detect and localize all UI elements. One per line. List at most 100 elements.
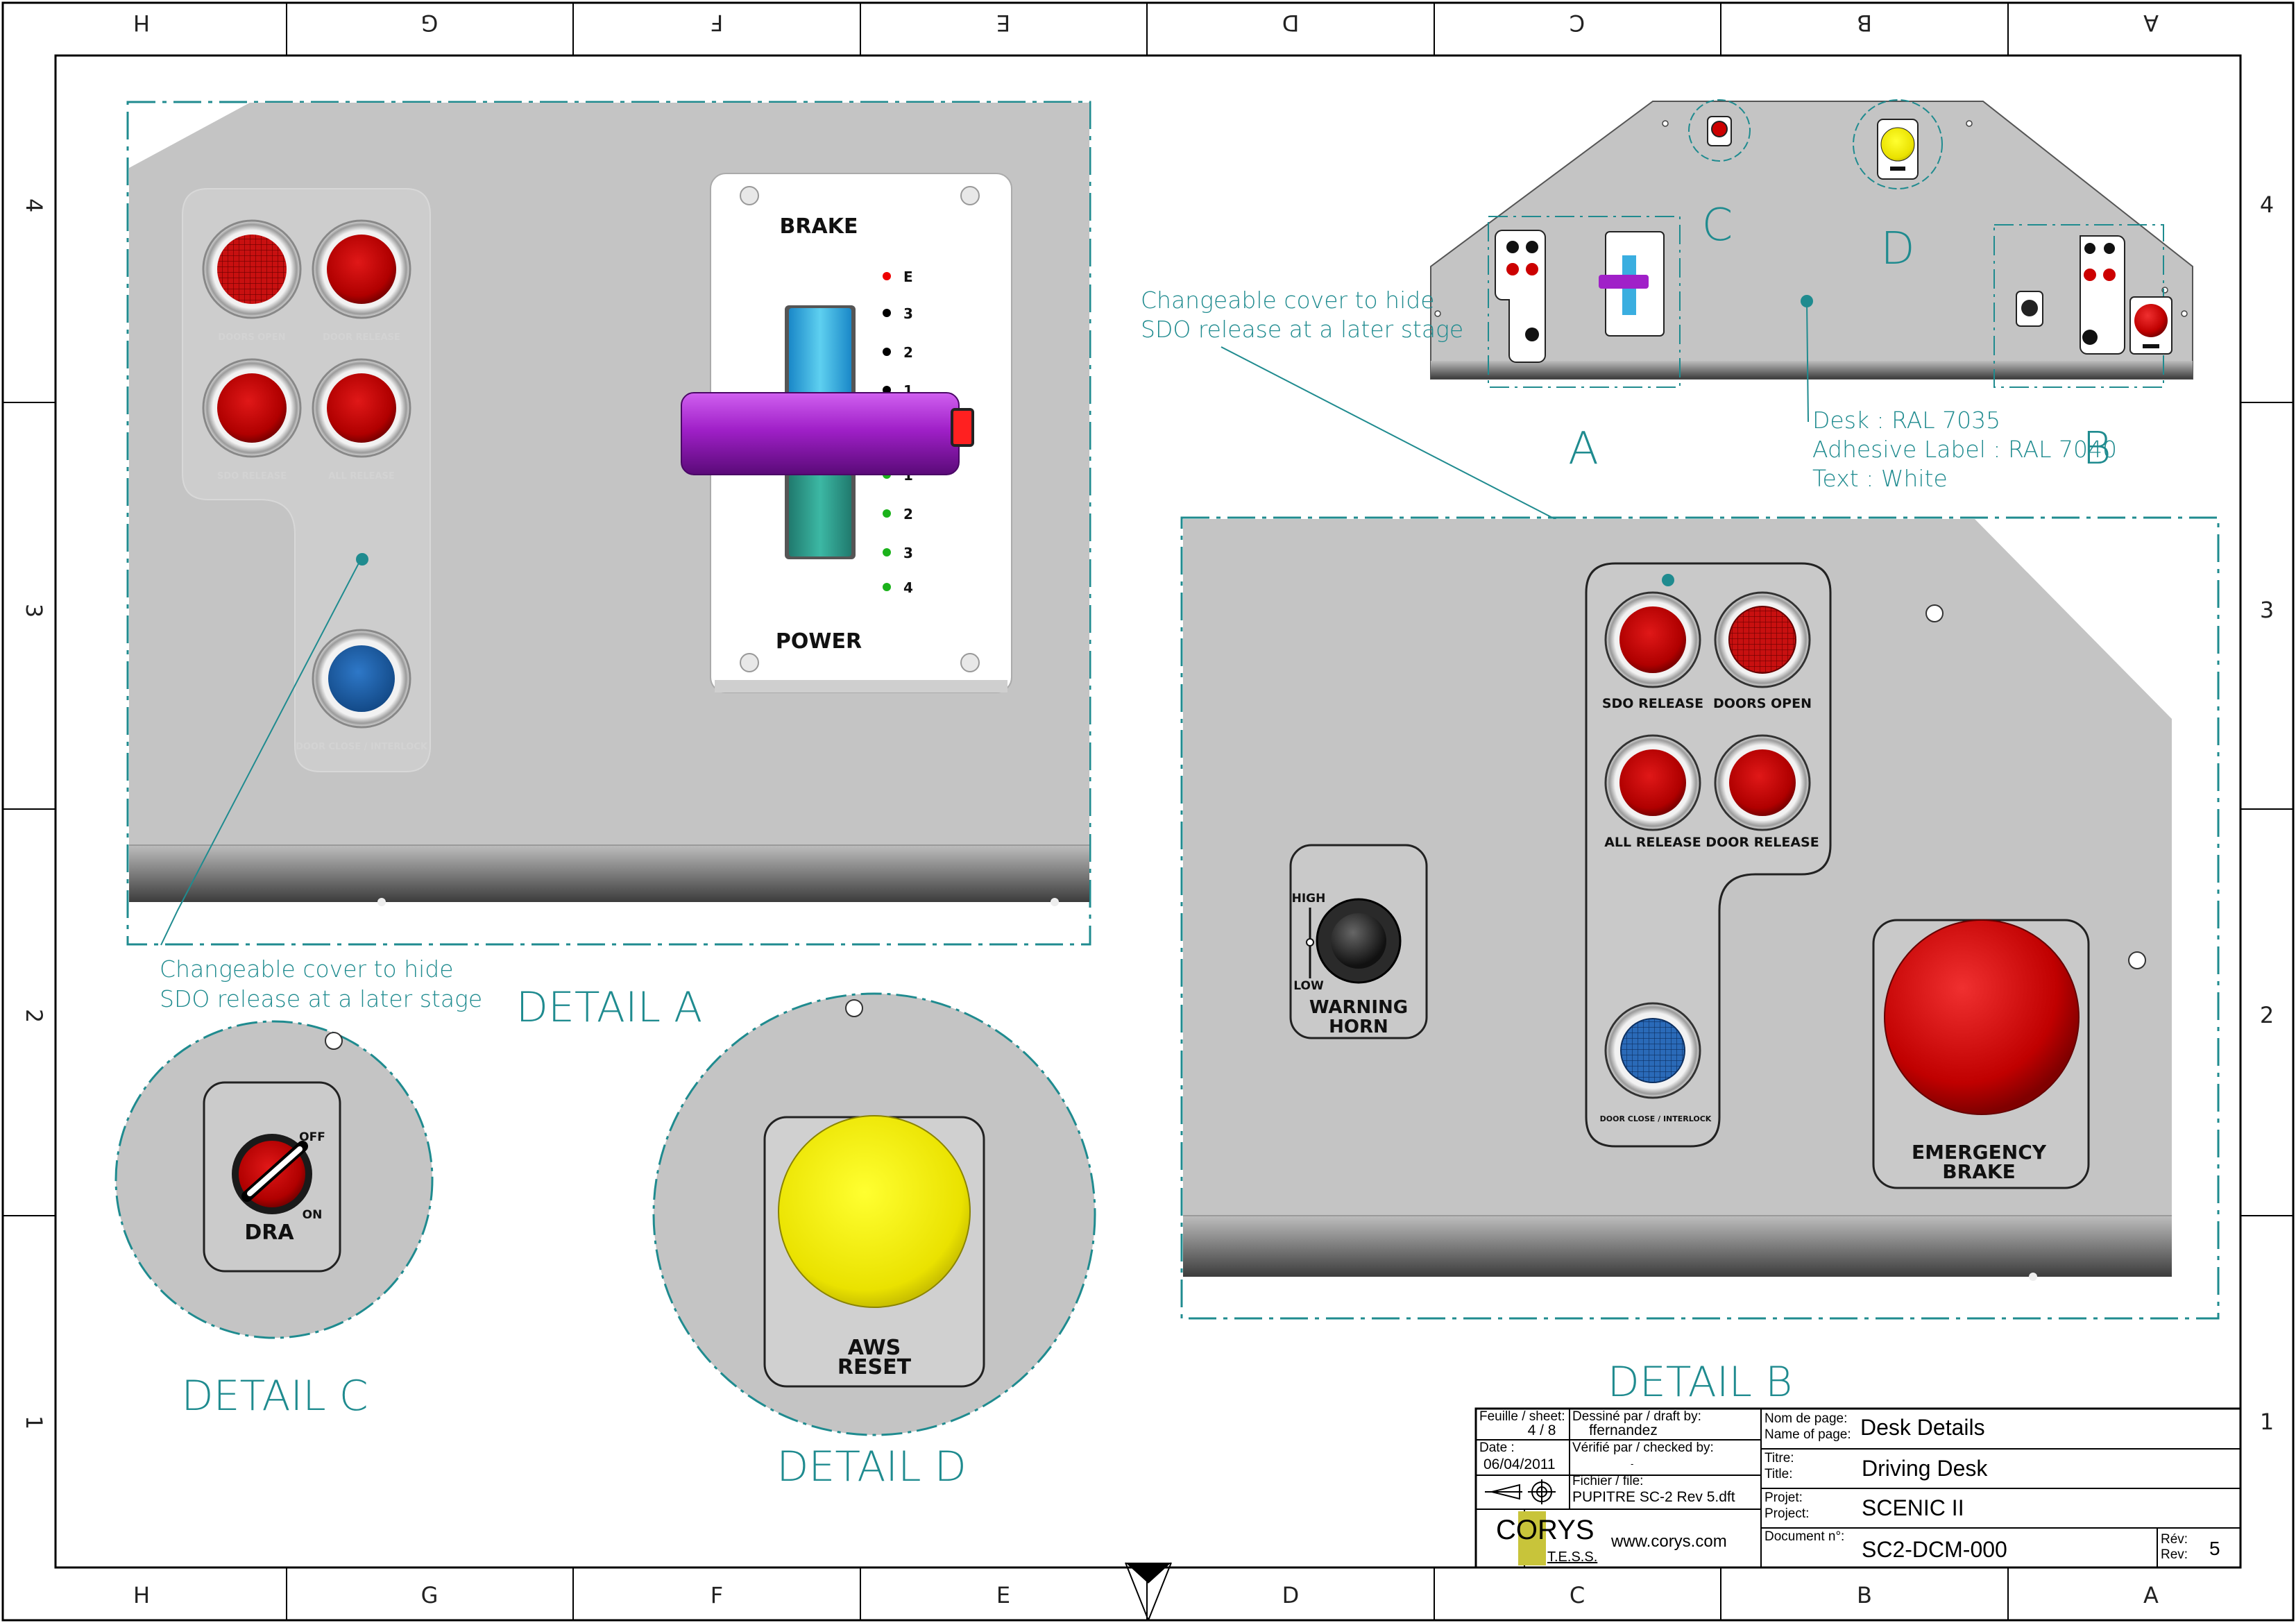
svg-text:Changeable cover to hide: Changeable cover to hide [160, 955, 454, 983]
brake-power-lever-handle[interactable] [681, 392, 974, 475]
detail-a-all-release-button[interactable] [312, 358, 411, 458]
detail-c-title: DETAIL C [181, 1372, 368, 1420]
detail-a-annotation: Changeable cover to hide SDO release at … [160, 559, 482, 1012]
horn-warning-label: WARNING [1309, 997, 1408, 1018]
svg-text:DOOR CLOSE / INTERLOCK: DOOR CLOSE / INTERLOCK [296, 742, 428, 752]
detail-b-label-plate [1585, 562, 1832, 1148]
dra-on-label: ON [303, 1208, 323, 1222]
aws-label: AWS [848, 1336, 901, 1360]
detail-b-doors-open-button[interactable] [1714, 591, 1811, 688]
reset-label: RESET [837, 1355, 912, 1379]
lever-brake-label: BRAKE [780, 214, 858, 239]
dra-key-switch[interactable] [232, 1134, 312, 1214]
svg-text:ALL RELEASE: ALL RELEASE [328, 471, 395, 482]
col-label-bottom-a: A [2143, 1582, 2159, 1608]
sheet-value: 4 / 8 [1528, 1422, 1556, 1438]
desk-overview [1430, 99, 2193, 423]
row-label-left-4: 4 [21, 198, 47, 212]
door-release-label: DOOR RELEASE [1706, 835, 1819, 850]
col-label-bottom-c: C [1570, 1582, 1585, 1608]
logo-text: CORYS [1496, 1515, 1595, 1545]
detail-a-doors-open-button[interactable] [202, 219, 302, 319]
project-label-fr: Projet: [1764, 1490, 1803, 1505]
emergency-brake-button[interactable] [1884, 919, 2080, 1115]
col-label-top-d: D [1282, 10, 1300, 36]
svg-text:DOORS OPEN: DOORS OPEN [218, 332, 285, 343]
row-label-right-3: 3 [2260, 597, 2274, 623]
col-label-top-c: C [1570, 10, 1585, 36]
project-label-en: Project: [1764, 1506, 1809, 1521]
col-label-bottom-g: G [421, 1582, 439, 1608]
lever-power-label: POWER [776, 629, 862, 654]
row-label-right-2: 2 [2260, 1002, 2274, 1028]
detail-b-door-close-button[interactable] [1604, 1002, 1701, 1099]
dra-label: DRA [244, 1221, 294, 1245]
emergency-label: EMERGENCY [1912, 1141, 2047, 1164]
detail-b-all-release-button[interactable] [1604, 734, 1701, 831]
logo-subtext: T.E.S.S. [1547, 1549, 1597, 1565]
aws-reset-button[interactable] [778, 1115, 971, 1308]
detail-a-boundary [126, 101, 1091, 946]
detail-a-view: DOORS OPEN DOOR RELEASE SDO RELEASE ALL … [126, 101, 1091, 946]
col-label-top-a: A [2143, 10, 2159, 36]
svg-text:Changeable cover to hide: Changeable cover to hide [1141, 287, 1435, 314]
col-label-top-e: E [996, 10, 1010, 36]
title-value: Driving Desk [1862, 1456, 1988, 1481]
overview-labels: A B C D [1568, 200, 2111, 475]
svg-text:Adhesive Label : RAL 7040: Adhesive Label : RAL 7040 [1812, 436, 2117, 463]
svg-text:SDO RELEASE: SDO RELEASE [217, 471, 287, 482]
sdo-release-label: SDO RELEASE [1602, 696, 1703, 711]
svg-text:C: C [1702, 200, 1733, 251]
detail-a-door-close-button[interactable] [312, 629, 411, 729]
col-label-bottom-f: F [711, 1582, 723, 1608]
detail-a-title: DETAIL A [516, 983, 702, 1032]
svg-text:Desk : RAL 7035: Desk : RAL 7035 [1812, 407, 2000, 434]
project-value: SCENIC II [1862, 1495, 1964, 1520]
col-label-top-b: B [1857, 10, 1872, 36]
svg-text:DOOR RELEASE: DOOR RELEASE [323, 332, 400, 343]
checked-by-label: Vérifié par / checked by: [1572, 1441, 1714, 1455]
detail-a-door-release-button[interactable] [312, 219, 411, 319]
title-label-fr: Titre: [1764, 1451, 1794, 1465]
overview-cover-annotation: Changeable cover to hide SDO release at … [1141, 287, 1669, 578]
svg-text:2: 2 [903, 344, 913, 361]
svg-text:SDO release at a later stage: SDO release at a later stage [160, 985, 482, 1012]
row-label-left-3: 3 [21, 604, 47, 618]
detail-d-title: DETAIL D [776, 1443, 967, 1491]
svg-text:D: D [1880, 223, 1914, 275]
col-label-top-f: F [711, 10, 723, 36]
page-name-label-en: Name of page: [1764, 1427, 1851, 1442]
rev-value: 5 [2209, 1538, 2220, 1559]
svg-text:3: 3 [903, 305, 913, 322]
detail-b-sdo-release-button[interactable] [1604, 591, 1701, 688]
drawn-by-label: Dessiné par / draft by: [1572, 1409, 1701, 1424]
checked-by-value: - [1631, 1459, 1633, 1469]
sheet-label: Feuille / sheet: [1479, 1409, 1565, 1424]
svg-text:3: 3 [903, 545, 913, 561]
door-close-label: DOOR CLOSE / INTERLOCK [1600, 1114, 1712, 1123]
warning-horn-joystick[interactable] [1316, 898, 1402, 984]
document-label: Document n°: [1764, 1529, 1844, 1544]
row-label-left-1: 1 [21, 1416, 47, 1429]
website-text: www.corys.com [1610, 1532, 1727, 1551]
rev-label-fr: Rév: [2161, 1532, 2188, 1547]
col-label-bottom-h: H [133, 1582, 150, 1608]
row-label-left-2: 2 [21, 1009, 47, 1023]
adhesive-label [182, 188, 431, 772]
centering-arrow [1125, 1562, 1172, 1621]
svg-text:B: B [2082, 423, 2111, 475]
dra-off-label: OFF [299, 1130, 325, 1144]
drawn-by-value: ffernandez [1589, 1422, 1658, 1438]
detail-b-door-release-button[interactable] [1714, 734, 1811, 831]
document-value: SC2-DCM-000 [1862, 1537, 2007, 1562]
detail-b-title: DETAIL B [1608, 1358, 1793, 1407]
svg-text:Text : White: Text : White [1812, 465, 1948, 492]
svg-text:E: E [903, 269, 913, 285]
corys-logo: CORYS T.E.S.S. [1496, 1511, 1597, 1565]
brake-label: BRAKE [1942, 1160, 2015, 1183]
horn-high-label: HIGH [1292, 892, 1326, 906]
detail-a-sdo-release-button[interactable] [202, 358, 302, 458]
rev-label-en: Rev: [2161, 1547, 2188, 1562]
page-name-label-fr: Nom de page: [1764, 1411, 1847, 1426]
